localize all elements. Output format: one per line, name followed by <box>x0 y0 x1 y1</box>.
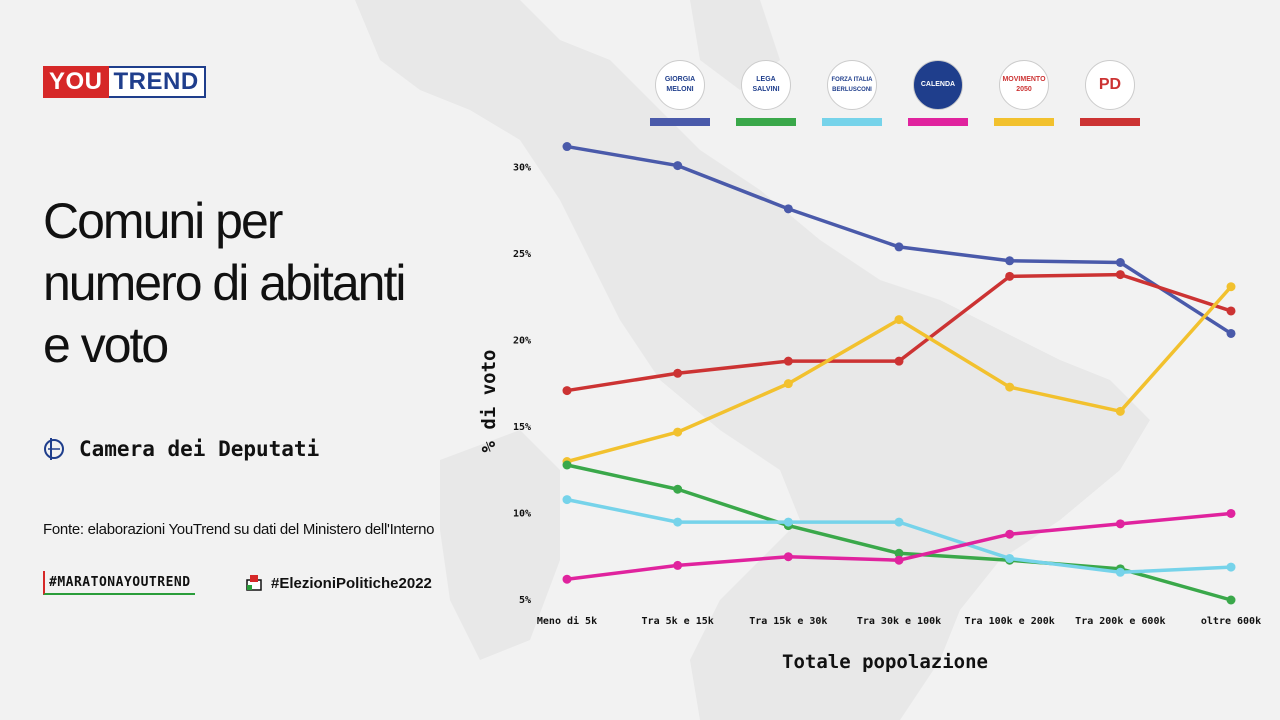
x-tick-label: Tra 5k e 15k <box>642 616 714 627</box>
ballot-icon <box>246 575 262 591</box>
series-point-3-1 <box>673 484 683 494</box>
series-point-4-5 <box>1115 567 1125 577</box>
series-point-2-6 <box>1226 282 1236 292</box>
title-line-3: e voto <box>43 317 169 373</box>
series-point-1-6 <box>1226 306 1236 316</box>
y-tick-label: 10% <box>513 508 531 519</box>
series-point-0-2 <box>783 204 793 214</box>
series-point-4-0 <box>562 495 572 505</box>
series-point-5-4 <box>1005 529 1015 539</box>
m5s-logo-icon: MOVIMENTO 2050 <box>999 60 1049 110</box>
series-line-0 <box>566 144 1232 335</box>
x-tick-label: Tra 30k e 100k <box>857 616 941 627</box>
series-point-4-1 <box>673 517 683 527</box>
series-point-1-2 <box>783 356 793 366</box>
azione-logo-text: CALENDA <box>920 81 956 88</box>
series-point-0-0 <box>562 142 572 152</box>
series-point-0-4 <box>1005 256 1015 266</box>
x-axis-title: Totale popolazione <box>782 651 988 673</box>
x-tick-label: Tra 200k e 600k <box>1075 616 1165 627</box>
title-line-1: Comuni per <box>43 193 283 249</box>
y-tick-label: 30% <box>513 162 531 173</box>
chamber-label: Camera dei Deputati <box>43 434 319 464</box>
fdi-color-bar <box>650 118 710 126</box>
m5s-color-bar <box>994 118 1054 126</box>
title-line-2: numero di abitanti <box>43 255 406 311</box>
series-line-3 <box>566 463 1232 602</box>
series-point-4-4 <box>1005 553 1015 563</box>
azione-logo-icon: CALENDA <box>913 60 963 110</box>
fdi-logo-text: GIORGIA MELONI <box>664 76 696 93</box>
series-point-1-0 <box>562 386 572 396</box>
hashtag-maratona: #MARATONAYOUTREND <box>43 571 195 595</box>
series-point-5-1 <box>673 560 683 570</box>
series-point-5-2 <box>783 552 793 562</box>
x-tick-label: Tra 15k e 30k <box>749 616 827 627</box>
fi-logo-text: FORZA ITALIA BERLUSCONI <box>831 77 873 93</box>
party-legend-fi: FORZA ITALIA BERLUSCONI <box>822 60 882 126</box>
chamber-name: Camera dei Deputati <box>79 437 320 461</box>
camera-emblem-icon <box>44 438 64 460</box>
y-tick-label: 20% <box>513 335 531 346</box>
series-point-0-6 <box>1226 328 1236 338</box>
m5s-logo-text: MOVIMENTO 2050 <box>1002 76 1046 93</box>
fi-color-bar <box>822 118 882 126</box>
y-axis-title: % di voto <box>478 350 500 453</box>
youtrend-logo: YOU TREND <box>43 66 206 98</box>
pd-logo-text: PD <box>1098 76 1122 93</box>
logo-you: YOU <box>43 66 109 98</box>
series-point-2-1 <box>673 427 683 437</box>
series-point-1-1 <box>673 368 683 378</box>
series-point-2-5 <box>1115 406 1125 416</box>
x-tick-label: oltre 600k <box>1201 616 1261 627</box>
series-point-0-1 <box>673 161 683 171</box>
lega-logo-icon: LEGA SALVINI <box>741 60 791 110</box>
party-legend-lega: LEGA SALVINI <box>736 60 796 126</box>
party-legend-m5s: MOVIMENTO 2050 <box>994 60 1054 126</box>
series-point-1-5 <box>1115 270 1125 280</box>
series-point-3-3 <box>894 548 904 558</box>
logo-trend: TREND <box>108 66 206 98</box>
fdi-logo-icon: GIORGIA MELONI <box>655 60 705 110</box>
party-legend-fdi: GIORGIA MELONI <box>650 60 710 126</box>
party-legend-azione: CALENDA <box>908 60 968 126</box>
y-tick-label: 25% <box>513 249 531 260</box>
series-point-3-6 <box>1226 595 1236 605</box>
x-tick-label: Meno di 5k <box>537 615 597 627</box>
series-point-2-2 <box>783 379 793 389</box>
series-point-0-5 <box>1115 258 1125 267</box>
y-tick-label: 15% <box>513 422 531 433</box>
lega-color-bar <box>736 118 796 126</box>
party-legend-pd: PD <box>1080 60 1140 126</box>
series-point-5-6 <box>1226 508 1236 518</box>
series-point-1-4 <box>1005 271 1015 281</box>
series-point-2-4 <box>1005 382 1015 392</box>
pd-logo-icon: PD <box>1085 60 1135 110</box>
series-point-4-6 <box>1226 562 1236 572</box>
series-point-5-3 <box>894 555 904 565</box>
series-point-1-3 <box>894 356 904 366</box>
azione-color-bar <box>908 118 968 126</box>
page-title: Comuni per numero di abitanti e voto <box>43 190 483 376</box>
hashtag-elezioni: #ElezioniPolitiche2022 <box>245 571 432 595</box>
series-point-3-0 <box>562 460 572 470</box>
series-point-5-0 <box>562 574 572 584</box>
series-point-4-2 <box>783 517 793 527</box>
source-note: Fonte: elaborazioni YouTrend su dati del… <box>43 521 435 538</box>
y-tick-label: 5% <box>519 595 531 606</box>
series-point-2-3 <box>894 315 904 325</box>
series-line-1 <box>566 272 1232 393</box>
pd-color-bar <box>1080 118 1140 126</box>
lega-logo-text: LEGA SALVINI <box>752 76 780 93</box>
series-point-0-3 <box>894 242 904 252</box>
series-point-5-5 <box>1115 519 1125 529</box>
x-tick-label: Tra 100k e 200k <box>965 616 1055 627</box>
series-point-4-3 <box>894 517 904 527</box>
fi-logo-icon: FORZA ITALIA BERLUSCONI <box>827 60 877 110</box>
hashtag-elezioni-text: #ElezioniPolitiche2022 <box>271 574 432 592</box>
